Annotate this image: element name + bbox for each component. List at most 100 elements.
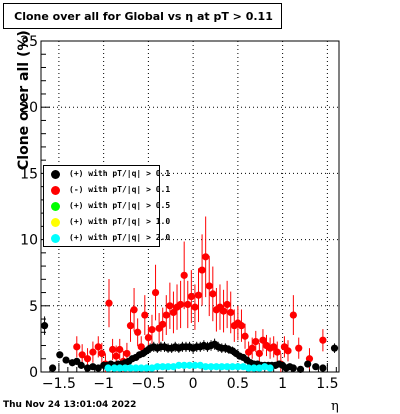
data-point [142,364,151,372]
data-point [209,290,217,298]
legend-entry: (+) with pT/|q| > 1.0 [44,215,170,231]
data-point [212,363,220,371]
legend-marker-black [51,170,60,179]
data-point [289,311,297,319]
y-tick-label: 20 [20,100,38,116]
data-point [137,364,145,372]
data-point [261,363,269,371]
data-point [228,363,237,371]
data-point [273,348,281,356]
data-point [312,363,320,371]
data-point [159,363,167,371]
timestamp-footer: Thu Nov 24 13:01:04 2022 [3,400,137,410]
data-point [202,363,210,371]
data-point [148,326,156,334]
x-tick-label: 0.5 [227,376,249,392]
data-point [185,361,194,369]
data-point [151,288,160,297]
data-point [116,345,124,354]
data-point [108,345,117,354]
data-point [304,360,312,368]
data-point [245,364,253,372]
data-point [219,307,228,315]
x-tick-label: 1.5 [316,376,338,392]
data-point [141,311,149,319]
data-point [239,363,247,371]
data-point [148,364,156,372]
y-tick-label: 15 [20,166,38,182]
chart-title: Clone over all for Global vs η at pT > 0… [14,10,273,23]
data-point [89,363,97,371]
data-point [162,311,170,319]
data-point [237,322,246,330]
data-point [169,363,178,371]
data-point [105,299,113,307]
data-point [49,364,57,372]
data-point [270,343,278,351]
data-point [296,365,305,373]
data-point [180,361,188,369]
data-point [126,322,135,330]
data-point [169,308,178,317]
data-point [234,363,242,371]
data-point [205,282,213,290]
data-point [104,364,112,372]
series-4 [104,361,274,372]
data-point [194,291,203,299]
legend-entry: (-) with pT/|q| > 0.1 [44,183,170,199]
data-point [134,328,142,336]
legend-label: (+) with pT/|q| > 0.5 [69,201,171,210]
data-point [330,344,339,352]
data-point [94,364,102,372]
data-point [218,363,226,371]
data-point [144,333,152,342]
data-point [255,364,263,372]
data-point [130,306,138,314]
data-point [198,266,206,274]
legend-entry: (+) with pT/|q| > 0.5 [44,199,170,215]
data-point [184,300,192,309]
legend-marker-yellow [51,218,60,227]
data-point [77,361,85,369]
data-point [252,337,260,346]
legend-label: (+) with pT/|q| > 0.1 [69,169,171,178]
data-point [73,343,81,351]
data-point [110,364,118,372]
data-point [255,349,263,358]
data-point [164,363,172,371]
data-point [241,332,249,340]
data-point [166,302,174,310]
legend: (+) with pT/|q| > 0.1 (-) with pT/|q| > … [43,165,170,247]
legend-entry: (+) with pT/|q| > 0.1 [44,167,170,183]
data-point [123,349,131,358]
data-point [132,364,140,372]
data-point [319,364,327,372]
data-point [207,363,215,371]
data-point [94,343,102,351]
data-point [78,351,86,359]
data-point [56,351,64,359]
data-point [223,363,231,371]
legend-label: (-) with pT/|q| > 0.1 [69,185,171,194]
data-point [126,364,135,372]
data-point [83,355,92,363]
data-point [116,364,124,372]
data-point [153,363,161,371]
y-tick-label: 5 [29,299,38,315]
y-tick-label: 0 [29,365,38,381]
data-point [137,343,145,351]
data-point [121,364,129,372]
legend-marker-green [51,202,60,211]
data-point [112,352,120,360]
data-point [98,349,106,358]
x-tick-label: −0.5 [131,376,165,392]
legend-marker-red [51,186,60,195]
data-point [319,336,327,344]
x-tick-label: −1 [93,376,114,392]
legend-entry: (+) with pT/|q| > 2.0 [44,231,170,247]
data-point [159,320,167,328]
legend-label: (+) with pT/|q| > 1.0 [69,217,171,226]
data-point [180,271,188,279]
data-point [83,364,92,372]
